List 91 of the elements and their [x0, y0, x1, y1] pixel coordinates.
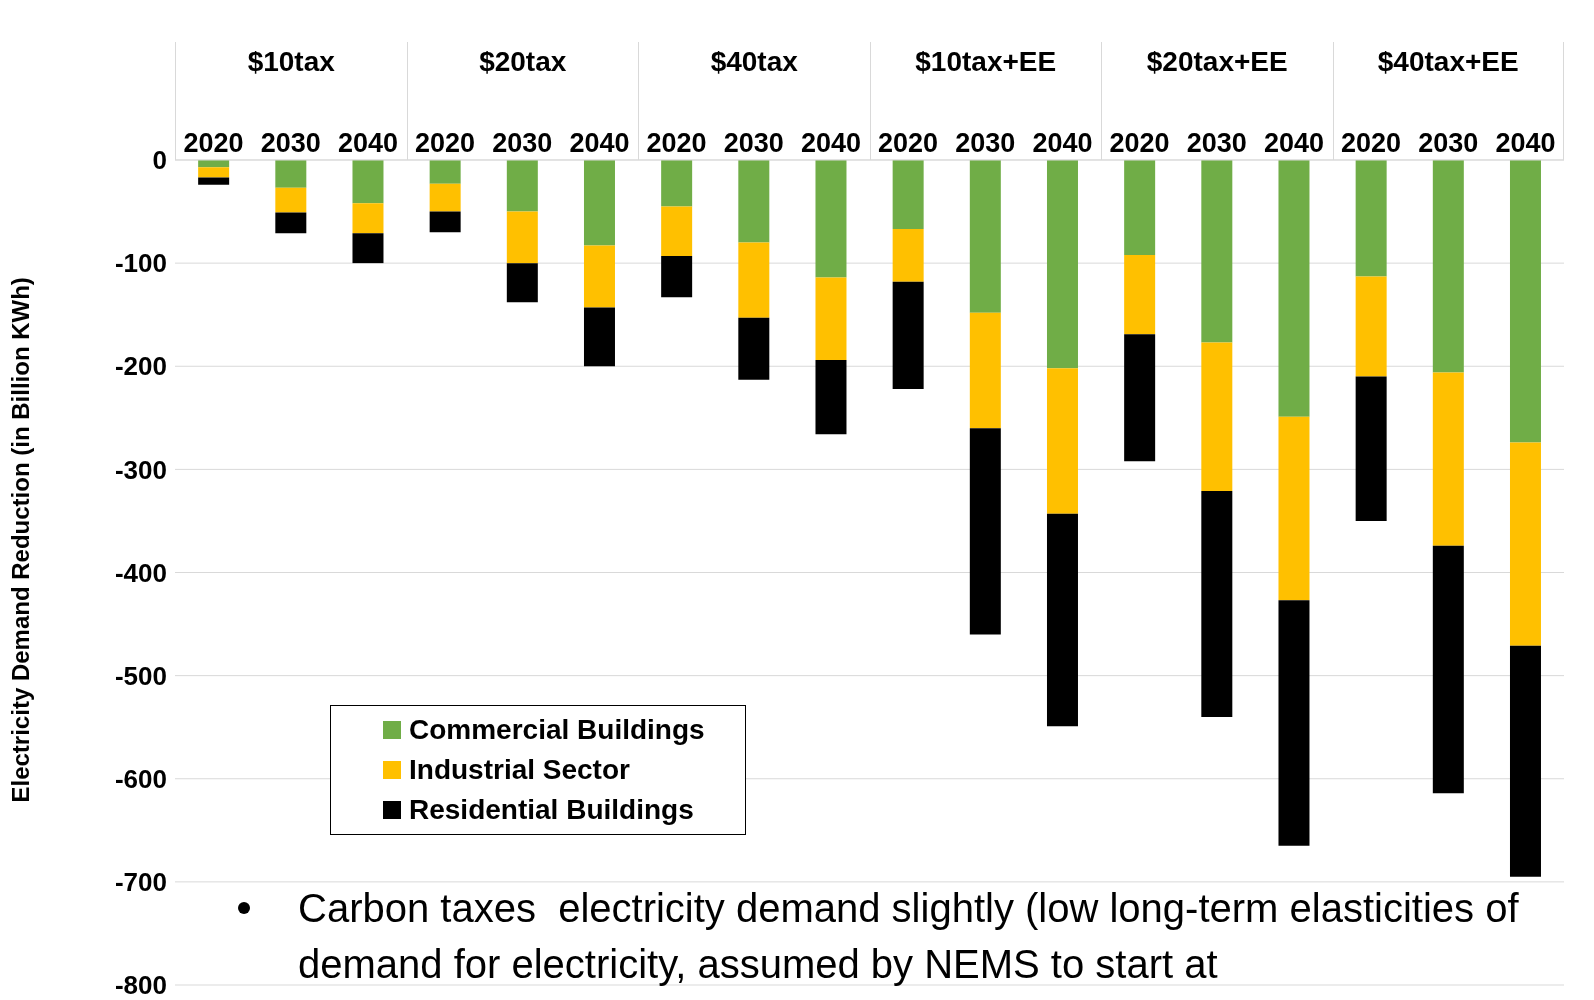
bar	[429, 211, 461, 233]
bar	[815, 360, 847, 435]
bar	[661, 206, 693, 256]
bar	[892, 160, 924, 230]
bar	[352, 203, 384, 234]
x-tick-label: 2030	[955, 128, 1016, 158]
x-tick-label: 2040	[800, 128, 861, 158]
bar	[429, 160, 461, 184]
bar	[1355, 160, 1387, 277]
bar	[661, 160, 693, 207]
bar	[738, 317, 770, 380]
bar	[583, 245, 615, 308]
x-tick-label: 2020	[415, 128, 476, 158]
x-tick-label: 2030	[723, 128, 784, 158]
x-tick-label: 2020	[1341, 128, 1402, 158]
x-tick-label: 2040	[1032, 128, 1093, 158]
y-tick-label: 0	[152, 145, 167, 176]
bar	[969, 428, 1001, 635]
x-tick-label: 2040	[569, 128, 630, 158]
y-tick-label: -800	[114, 970, 167, 1000]
bar	[892, 281, 924, 389]
bar	[1278, 160, 1310, 417]
bar	[1046, 513, 1078, 727]
x-tick-label: 2020	[878, 128, 939, 158]
x-tick-label: 2040	[337, 128, 398, 158]
bar	[1124, 160, 1156, 255]
annotation: Carbon taxes electricity demand slightly (low long-term elasticities of demand for electricity, assumed by NEMS to start at	[298, 885, 1520, 988]
bar	[969, 312, 1001, 429]
bar	[738, 242, 770, 318]
y-tick-label: -600	[114, 763, 167, 794]
bar	[815, 277, 847, 361]
bar	[1201, 342, 1233, 492]
legend-label: Industrial Sector	[409, 753, 630, 787]
bar	[1201, 160, 1233, 343]
bar	[1278, 600, 1310, 846]
bar	[352, 160, 384, 204]
x-tick-label: 2030	[1418, 128, 1479, 158]
bar	[1432, 372, 1464, 546]
bar	[1201, 491, 1233, 717]
bar	[1046, 160, 1078, 369]
bar	[1124, 254, 1156, 335]
bar	[506, 160, 538, 212]
x-tick-label: 2030	[260, 128, 321, 158]
legend-label: Commercial Buildings	[409, 713, 705, 747]
bar	[352, 233, 384, 264]
bar	[1355, 276, 1387, 377]
bar	[275, 187, 307, 213]
text: $10tax	[247, 46, 335, 77]
x-tick-label: 2030	[492, 128, 553, 158]
text: $40tax+EE	[1377, 46, 1519, 77]
bar	[1278, 416, 1310, 601]
bar	[1355, 376, 1387, 521]
y-axis-title: Electricity Demand Reduction (in Billion KWh)	[6, 277, 34, 803]
bar	[738, 160, 770, 243]
y-tick-label: -200	[114, 351, 167, 382]
bar	[198, 177, 230, 185]
text: $10tax+EE	[915, 46, 1057, 77]
bar	[815, 160, 847, 278]
legend-label: Residential Buildings	[409, 793, 694, 827]
text: $40tax	[710, 46, 798, 77]
bar	[1046, 368, 1078, 514]
bar	[1124, 334, 1156, 462]
y-tick-label: -700	[114, 867, 167, 898]
bar	[1509, 442, 1541, 646]
bar	[1432, 545, 1464, 794]
bar	[506, 211, 538, 264]
text: $20tax+EE	[1146, 46, 1288, 77]
bar	[969, 160, 1001, 313]
y-tick-label: -100	[114, 248, 167, 279]
x-tick-label: 2030	[1186, 128, 1247, 158]
bar	[1432, 160, 1464, 373]
x-tick-label: 2020	[646, 128, 707, 158]
bar	[1509, 160, 1541, 443]
bar	[198, 167, 230, 178]
x-tick-label: 2040	[1263, 128, 1324, 158]
x-tick-label: 2020	[1109, 128, 1170, 158]
bar	[275, 160, 307, 188]
text: $20tax	[479, 46, 567, 77]
bar	[506, 263, 538, 303]
bar	[892, 229, 924, 282]
y-tick-label: -400	[114, 557, 167, 588]
bar	[661, 255, 693, 298]
x-tick-label: 2020	[183, 128, 244, 158]
bar	[583, 307, 615, 367]
bar	[583, 160, 615, 246]
bar	[1509, 645, 1541, 877]
bar	[275, 212, 307, 234]
bar	[429, 183, 461, 212]
x-tick-label: 2040	[1495, 128, 1556, 158]
y-tick-label: -500	[114, 660, 167, 691]
y-tick-label: -300	[114, 454, 167, 485]
